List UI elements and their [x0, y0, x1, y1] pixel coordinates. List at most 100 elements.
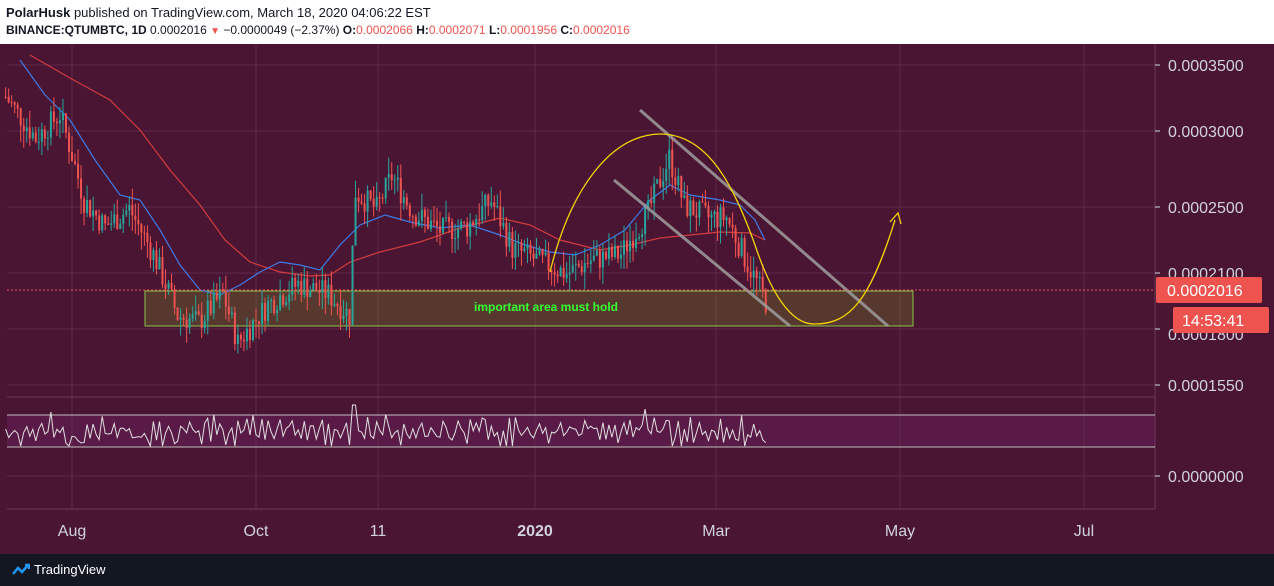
candle-body[interactable]	[354, 197, 357, 246]
candle-body[interactable]	[601, 251, 604, 268]
candle-body[interactable]	[604, 251, 607, 259]
candle-body[interactable]	[411, 216, 414, 218]
candle-body[interactable]	[496, 206, 499, 208]
symbol-name[interactable]: BINANCE:QTUMBTC, 1D	[6, 23, 147, 37]
candle-body[interactable]	[565, 274, 568, 279]
candle-body[interactable]	[626, 240, 629, 252]
candle-body[interactable]	[303, 278, 306, 295]
candle-body[interactable]	[665, 168, 668, 182]
candle-body[interactable]	[448, 217, 451, 222]
candle-body[interactable]	[7, 96, 10, 103]
candle-body[interactable]	[86, 200, 89, 213]
candle-body[interactable]	[568, 272, 571, 275]
candle-body[interactable]	[339, 306, 342, 320]
candle-body[interactable]	[128, 204, 131, 211]
candle-body[interactable]	[423, 209, 426, 217]
candle-body[interactable]	[616, 245, 619, 259]
candle-body[interactable]	[255, 320, 257, 322]
candle-body[interactable]	[490, 202, 493, 206]
candle-body[interactable]	[390, 174, 393, 181]
candle-body[interactable]	[37, 141, 40, 143]
candle-body[interactable]	[267, 301, 270, 321]
candle-body[interactable]	[499, 206, 502, 227]
candle-body[interactable]	[34, 132, 37, 143]
candle-body[interactable]	[607, 246, 610, 259]
candle-body[interactable]	[309, 290, 312, 298]
candle-body[interactable]	[197, 311, 200, 315]
candle-body[interactable]	[342, 315, 345, 320]
candle-body[interactable]	[719, 207, 722, 228]
candle-body[interactable]	[288, 294, 291, 303]
candle-body[interactable]	[209, 300, 212, 314]
chart-canvas[interactable]: important area must hold 0.0003500 0.000…	[0, 44, 1274, 554]
candle-body[interactable]	[707, 205, 710, 218]
candle-body[interactable]	[728, 217, 731, 225]
candle-body[interactable]	[758, 276, 761, 279]
candle-body[interactable]	[43, 129, 46, 139]
candle-body[interactable]	[312, 283, 315, 291]
channel-lower-line[interactable]	[613, 178, 791, 328]
candle-body[interactable]	[502, 222, 505, 227]
candle-body[interactable]	[146, 232, 149, 243]
candle-body[interactable]	[348, 308, 351, 325]
candle-body[interactable]	[451, 221, 454, 240]
candle-body[interactable]	[357, 197, 360, 202]
candle-body[interactable]	[369, 190, 372, 199]
candle-body[interactable]	[245, 328, 248, 342]
candle-body[interactable]	[463, 221, 466, 223]
candle-body[interactable]	[125, 210, 128, 215]
candle-body[interactable]	[619, 254, 622, 259]
candle-body[interactable]	[674, 177, 677, 186]
candle-body[interactable]	[19, 108, 22, 126]
candle-body[interactable]	[559, 267, 562, 277]
candle-body[interactable]	[731, 224, 734, 228]
candle-body[interactable]	[221, 289, 224, 292]
candle-body[interactable]	[426, 216, 429, 229]
candle-body[interactable]	[351, 245, 354, 325]
candle-body[interactable]	[644, 207, 647, 235]
candle-body[interactable]	[704, 202, 707, 206]
candle-body[interactable]	[429, 220, 432, 229]
candle-body[interactable]	[478, 219, 481, 221]
candle-body[interactable]	[493, 202, 496, 207]
candle-body[interactable]	[276, 309, 279, 314]
candle-body[interactable]	[149, 242, 152, 260]
candle-body[interactable]	[671, 149, 674, 178]
candle-body[interactable]	[641, 234, 644, 238]
candle-body[interactable]	[653, 183, 656, 204]
candle-body[interactable]	[64, 113, 67, 133]
candle-body[interactable]	[532, 253, 535, 259]
candle-body[interactable]	[439, 226, 441, 233]
rsi-line[interactable]	[5, 404, 767, 448]
candle-body[interactable]	[248, 328, 251, 341]
candle-body[interactable]	[67, 132, 70, 152]
candle-body[interactable]	[366, 190, 369, 212]
candle-body[interactable]	[399, 177, 402, 204]
candle-body[interactable]	[454, 238, 457, 240]
candle-body[interactable]	[80, 178, 83, 199]
candle-body[interactable]	[264, 303, 267, 321]
candle-body[interactable]	[662, 181, 665, 187]
price-candles[interactable]	[4, 87, 767, 354]
candle-body[interactable]	[668, 149, 671, 169]
candle-body[interactable]	[155, 250, 158, 270]
candle-body[interactable]	[104, 215, 107, 224]
candle-body[interactable]	[743, 238, 746, 267]
candle-body[interactable]	[258, 321, 261, 325]
candle-body[interactable]	[173, 289, 176, 308]
candle-body[interactable]	[562, 267, 565, 279]
candle-body[interactable]	[158, 257, 161, 270]
candle-body[interactable]	[16, 104, 19, 109]
candle-body[interactable]	[98, 215, 101, 231]
candle-body[interactable]	[61, 113, 64, 121]
candle-body[interactable]	[4, 96, 7, 98]
candle-body[interactable]	[206, 300, 209, 321]
candle-body[interactable]	[689, 200, 692, 217]
candle-body[interactable]	[110, 223, 113, 225]
candle-body[interactable]	[544, 252, 547, 255]
candle-body[interactable]	[285, 302, 288, 305]
candle-body[interactable]	[487, 194, 490, 206]
channel-upper-line[interactable]	[639, 108, 889, 328]
candle-body[interactable]	[167, 283, 170, 289]
candle-body[interactable]	[215, 292, 218, 300]
